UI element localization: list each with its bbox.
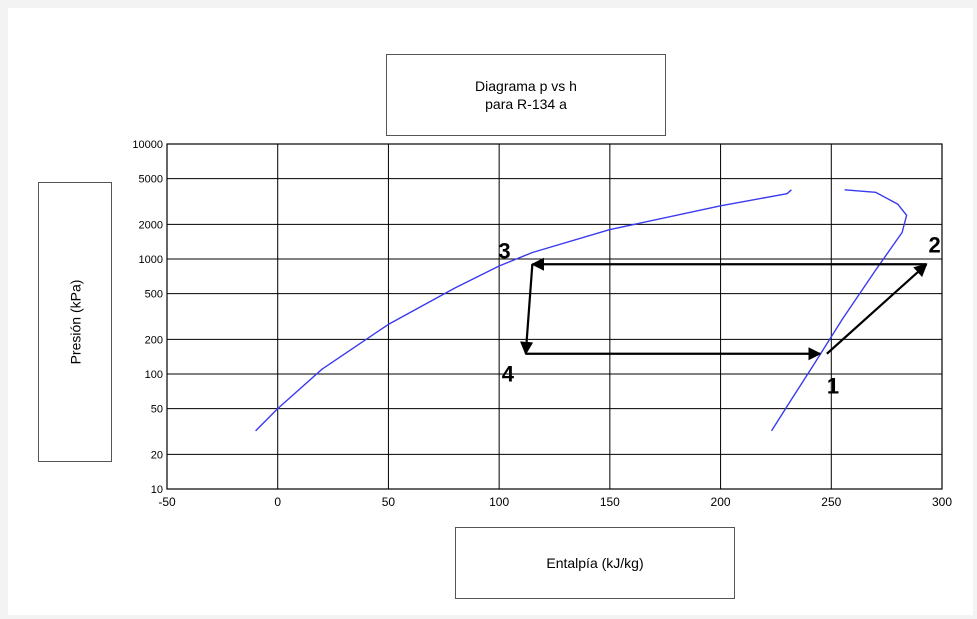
state-point-label-1: 1 [827, 374, 839, 399]
cycle-arrow-3 [520, 264, 534, 356]
x-tick-label: 250 [821, 495, 841, 509]
saturation-dome [255, 189, 908, 432]
x-axis-label: Entalpía (kJ/kg) [546, 555, 644, 571]
state-point-label-3: 3 [498, 238, 510, 263]
x-tick-label: 50 [382, 495, 396, 509]
plot-border [166, 143, 943, 490]
cycle-arrow-1 [826, 263, 928, 355]
y-tick-label: 5000 [139, 174, 163, 186]
y-tick-label: 10000 [132, 139, 163, 151]
y-tick-label: 50 [151, 404, 163, 416]
y-tick-label: 20 [151, 449, 163, 461]
refrigeration-cycle [520, 257, 928, 361]
y-tick-label: 1000 [139, 254, 163, 266]
x-tick-label: 0 [274, 495, 281, 509]
grid [166, 143, 943, 490]
y-tick-label: 100 [145, 369, 163, 381]
y-tick-label: 10 [151, 484, 163, 496]
x-axis-label-box: Entalpía (kJ/kg) [455, 527, 735, 599]
saturated-liquid-line [255, 189, 792, 432]
y-tick-label: 2000 [139, 219, 163, 231]
chart-title-line-2: para R-134 a [485, 96, 567, 112]
y-axis-label-box: Presión (kPa) [38, 182, 112, 462]
y-tick-label: 500 [145, 289, 163, 301]
x-tick-label: 150 [600, 495, 620, 509]
tick-labels: -50 0 50 100 150 200 250 300 10 20 50 100 200 500 1000… [132, 139, 952, 509]
x-tick-label: 300 [932, 495, 952, 509]
state-point-labels: 1 2 3 4 [498, 232, 940, 398]
x-tick-label: 100 [489, 495, 509, 509]
state-point-label-2: 2 [929, 232, 941, 257]
x-tick-label: 200 [711, 495, 731, 509]
y-tick-label: 200 [145, 334, 163, 346]
chart-title-line-1: Diagrama p vs h [475, 78, 577, 94]
chart-title-box: Diagrama p vs h para R-134 a [386, 54, 666, 136]
x-tick-label: -50 [158, 495, 176, 509]
state-point-label-4: 4 [502, 362, 515, 387]
saturated-vapor-line [770, 189, 908, 432]
